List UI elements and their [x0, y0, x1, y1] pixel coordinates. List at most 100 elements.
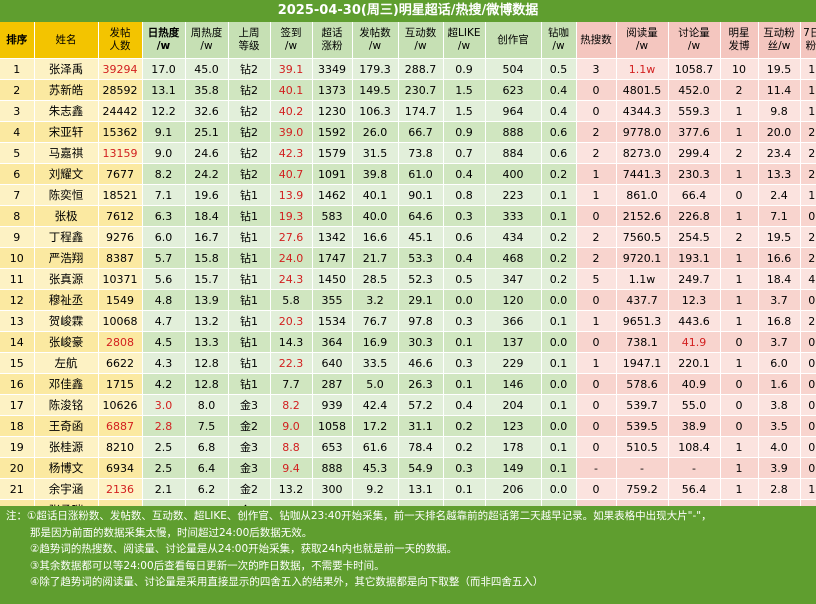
superfans-cell: 1450 [312, 268, 353, 290]
interact-cell: 52.3 [398, 268, 444, 290]
name-cell: 杨博文 [34, 457, 99, 479]
name-cell: 宋亚轩 [34, 121, 99, 143]
like-cell: 1.5 [443, 100, 486, 122]
like-cell: 0.7 [443, 142, 486, 164]
like-cell: 0.9 [443, 58, 486, 80]
weekly-cell: 6.2 [185, 478, 229, 500]
checkin-cell: 13.9 [270, 184, 313, 206]
wbinteract-cell: 13.3 [758, 163, 801, 185]
daily-cell: 13.1 [142, 79, 186, 101]
wbinteract-cell: 9.8 [758, 100, 801, 122]
note-1-continued: 那是因为前面的数据采集太慢，时间超过24:00后数据无效。 [30, 526, 313, 539]
level-cell: 金3 [228, 436, 271, 458]
checkin-cell: 40.1 [270, 79, 313, 101]
header-fans: 发帖 人数 [98, 22, 143, 59]
superfans-cell: 1534 [312, 310, 353, 332]
week7-cell: 1.3 [800, 100, 816, 122]
posts-cell: 39.8 [352, 163, 399, 185]
daily-cell: 4.3 [142, 352, 186, 374]
like-cell: 0.1 [443, 478, 486, 500]
checkin-cell: 14.3 [270, 331, 313, 353]
like-cell: 0.4 [443, 247, 486, 269]
level-cell: 金3 [228, 394, 271, 416]
superfans-cell: 3349 [312, 58, 353, 80]
notes-panel: 注：①超话日涨粉数、发帖数、互动数、超LIKE、创作官、钻咖从23:40开始采集… [0, 506, 816, 604]
level-cell: 钻1 [228, 226, 271, 248]
fans-cell: 6887 [98, 415, 143, 437]
fans-cell: 6622 [98, 352, 143, 374]
header-posts: 发帖数/w [352, 22, 399, 59]
creator-cell: 333 [485, 205, 542, 227]
week7-cell: 0.9 [800, 289, 816, 311]
creator-cell: 178 [485, 436, 542, 458]
rank-cell: 1 [0, 58, 35, 80]
fans-cell: 15362 [98, 121, 143, 143]
weekly-cell: 15.8 [185, 247, 229, 269]
level-cell: 钻2 [228, 79, 271, 101]
hotsearch-cell: 2 [576, 226, 617, 248]
discuss-cell: 254.5 [668, 226, 721, 248]
like-cell: 0.6 [443, 226, 486, 248]
weibo-cell: 1 [720, 436, 759, 458]
diamond-cell: 0.0 [541, 289, 577, 311]
checkin-cell: 8.2 [270, 394, 313, 416]
reads-cell: 2152.6 [616, 205, 669, 227]
hotsearch-cell: 0 [576, 436, 617, 458]
weekly-cell: 7.5 [185, 415, 229, 437]
weekly-cell: 32.6 [185, 100, 229, 122]
table-row: 7 陈奕恒 18521 7.1 19.6 钻1 13.9 1462 40.1 90.1 0.8 223… [0, 184, 816, 206]
weekly-cell: 25.1 [185, 121, 229, 143]
hotsearch-cell: 2 [576, 121, 617, 143]
level-cell: 钻1 [228, 310, 271, 332]
note-2: ②趋势词的热搜数、阅读量、讨论量是从24:00开始采集，获取24h内也就是前一天… [30, 543, 458, 555]
header-discuss: 讨论量/w [668, 22, 721, 59]
creator-cell: 204 [485, 394, 542, 416]
reads-cell: 539.7 [616, 394, 669, 416]
weekly-cell: 13.2 [185, 310, 229, 332]
weibo-cell: 1 [720, 457, 759, 479]
fans-cell: 7677 [98, 163, 143, 185]
week7-cell: 0.8 [800, 331, 816, 353]
table-row: 15 左航 6622 4.3 12.8 钻1 22.3 640 33.5 46.6 0.3 229 0.… [0, 352, 816, 374]
creator-cell: 146 [485, 373, 542, 395]
reads-cell: 437.7 [616, 289, 669, 311]
name-cell: 贺峻霖 [34, 310, 99, 332]
superfans-cell: 888 [312, 457, 353, 479]
header-wbinteract: 互动粉 丝/w [758, 22, 801, 59]
name-cell: 张极 [34, 205, 99, 227]
fans-cell: 10068 [98, 310, 143, 332]
wbinteract-cell: 19.5 [758, 226, 801, 248]
reads-cell: 9778.0 [616, 121, 669, 143]
like-cell: 0.1 [443, 373, 486, 395]
hotsearch-cell: 0 [576, 373, 617, 395]
fans-cell: 18521 [98, 184, 143, 206]
superfans-cell: 939 [312, 394, 353, 416]
wbinteract-cell: 20.0 [758, 121, 801, 143]
table-row: 3 朱志鑫 24442 12.2 32.6 钻2 40.2 1230 106.3 174.7 1.5… [0, 100, 816, 122]
diamond-cell: 0.0 [541, 415, 577, 437]
rank-cell: 5 [0, 142, 35, 164]
hotsearch-cell: 0 [576, 331, 617, 353]
like-cell: 0.1 [443, 331, 486, 353]
wbinteract-cell: 1.6 [758, 373, 801, 395]
wbinteract-cell: 16.8 [758, 310, 801, 332]
reads-cell: 861.0 [616, 184, 669, 206]
diamond-cell: 0.6 [541, 121, 577, 143]
creator-cell: 206 [485, 478, 542, 500]
weibo-cell: 1 [720, 478, 759, 500]
fans-cell: 2136 [98, 478, 143, 500]
posts-cell: 149.5 [352, 79, 399, 101]
posts-cell: 106.3 [352, 100, 399, 122]
posts-cell: 28.5 [352, 268, 399, 290]
table-row: 6 刘耀文 7677 8.2 24.2 钻2 40.7 1091 39.8 61.0 0.4 400 0… [0, 163, 816, 185]
discuss-cell: 41.9 [668, 331, 721, 353]
name-cell: 马嘉祺 [34, 142, 99, 164]
daily-cell: 5.7 [142, 247, 186, 269]
rank-cell: 9 [0, 226, 35, 248]
week7-cell: 0.7 [800, 205, 816, 227]
rank-cell: 11 [0, 268, 35, 290]
weibo-cell: 1 [720, 100, 759, 122]
discuss-cell: 12.3 [668, 289, 721, 311]
hotsearch-cell: 0 [576, 79, 617, 101]
fans-cell: 10371 [98, 268, 143, 290]
